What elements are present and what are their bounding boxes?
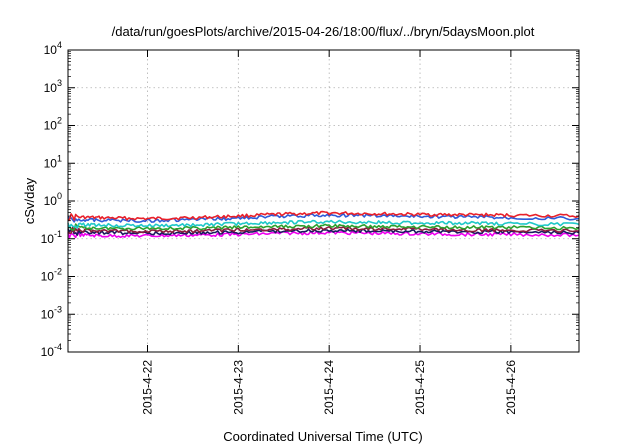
series-lines: [67, 210, 580, 239]
x-ticks: 2015-4-22 2015-4-23 2015-4-24 2015-4-25 2015…: [140, 50, 518, 415]
series-line: [67, 230, 580, 239]
y-tick-label: 103: [44, 78, 62, 95]
y-tick-label: 10-3: [41, 304, 62, 321]
x-tick-label: 2015-4-25: [413, 360, 427, 415]
series-line: [67, 223, 580, 232]
series-line: [67, 210, 580, 221]
y-ticks: 10-4 10-3 10-2 10-1 100 101 102 103 104: [41, 40, 579, 359]
y-axis-label: cSv/day: [22, 177, 37, 224]
y-tick-label: 10-4: [41, 342, 62, 359]
x-tick-label: 2015-4-22: [140, 360, 154, 415]
y-tick-label: 101: [44, 153, 62, 170]
x-tick-label: 2015-4-26: [504, 360, 518, 415]
chart-title: /data/run/goesPlots/archive/2015-04-26/1…: [112, 24, 535, 39]
y-tick-label: 10-1: [41, 229, 62, 246]
x-tick-label: 2015-4-24: [322, 360, 336, 415]
series-line: [67, 219, 580, 229]
y-tick-label: 10-2: [41, 267, 62, 284]
y-tick-label: 100: [44, 191, 62, 208]
x-axis-label: Coordinated Universal Time (UTC): [223, 429, 422, 444]
y-tick-label: 102: [44, 116, 62, 133]
y-tick-label: 104: [44, 40, 62, 57]
grid: [68, 50, 579, 352]
x-tick-label: 2015-4-23: [231, 360, 245, 415]
